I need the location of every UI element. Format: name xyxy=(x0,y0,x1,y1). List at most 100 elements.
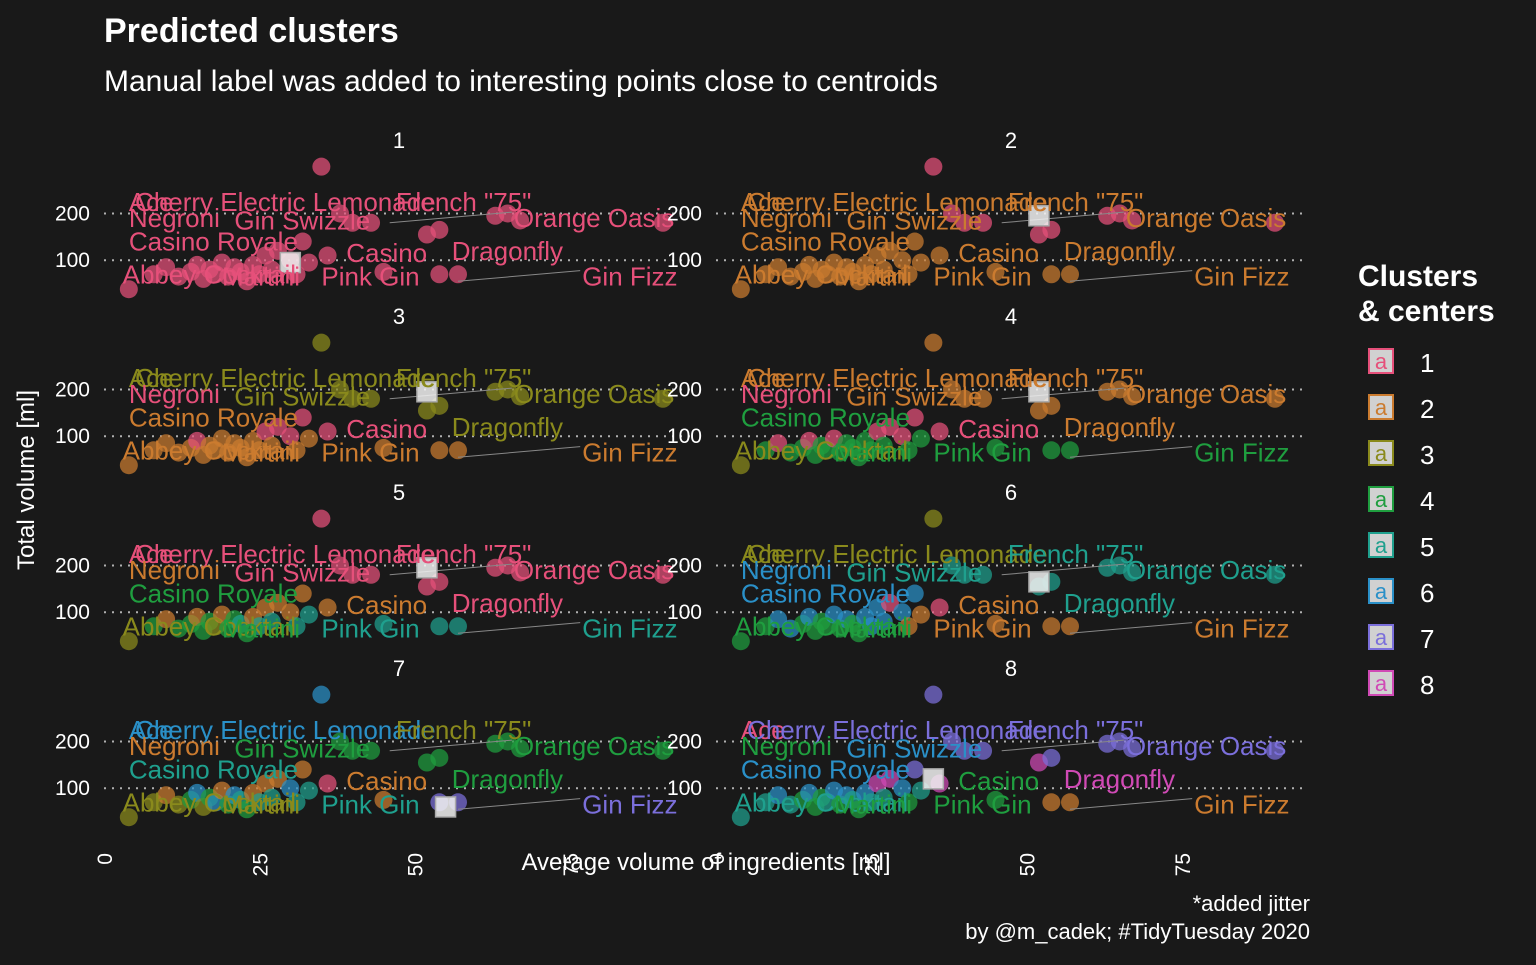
label-connector xyxy=(1001,387,1124,400)
data-point xyxy=(268,593,287,612)
data-point xyxy=(899,793,918,812)
point-label: Orange Oasis xyxy=(1126,731,1286,761)
facet-strip-label: 2 xyxy=(1005,128,1017,153)
data-point xyxy=(893,603,912,622)
y-tick-label: 200 xyxy=(667,378,702,401)
data-point xyxy=(955,213,974,232)
data-point xyxy=(343,741,362,760)
point-label: Gin Swizzle xyxy=(234,557,370,587)
data-point xyxy=(331,556,349,575)
legend-key-glyph: a xyxy=(1375,579,1388,604)
point-label: Casino Royale xyxy=(741,755,910,785)
point-label: Martini xyxy=(222,438,300,468)
legend-label: 6 xyxy=(1420,578,1434,608)
label-connector xyxy=(1069,798,1193,810)
data-point xyxy=(924,509,943,528)
data-point xyxy=(893,427,912,446)
data-point xyxy=(874,788,893,807)
x-tick-label: 75 xyxy=(560,853,583,876)
data-point xyxy=(157,434,176,453)
data-point xyxy=(769,610,788,629)
data-point xyxy=(318,774,337,793)
data-point xyxy=(893,779,912,798)
data-point xyxy=(1042,748,1061,767)
data-point xyxy=(299,429,318,448)
legend-key xyxy=(1368,532,1394,558)
point-label: Orange Oasis xyxy=(1126,379,1286,409)
point-label: French "75" xyxy=(1008,715,1144,745)
data-point xyxy=(924,333,943,352)
legend-key xyxy=(1368,348,1394,374)
data-point xyxy=(287,793,306,812)
point-label: Dragonfly xyxy=(1064,236,1175,266)
point-label: Casino xyxy=(958,590,1039,620)
point-label: Negroni xyxy=(129,555,220,585)
data-point xyxy=(312,685,331,704)
point-label: Orange Oasis xyxy=(514,555,674,585)
point-label: Abbey Cocktail xyxy=(735,259,908,289)
label-connector xyxy=(389,211,512,224)
cluster-centroid xyxy=(434,796,457,818)
point-label: Gin Swizzle xyxy=(846,733,982,763)
point-label: Ace xyxy=(741,715,786,745)
legend-label: 4 xyxy=(1420,486,1434,516)
data-point xyxy=(930,598,949,617)
data-point xyxy=(157,786,176,805)
data-point xyxy=(974,565,993,584)
cluster-centroid xyxy=(922,768,945,790)
data-point xyxy=(318,246,337,265)
point-label: Martini xyxy=(834,262,912,292)
point-label: Gin Fizz xyxy=(1194,438,1289,468)
point-label: Negroni xyxy=(741,379,832,409)
data-point xyxy=(343,213,362,232)
data-point xyxy=(430,748,449,767)
data-point xyxy=(268,769,287,788)
y-tick-label: 100 xyxy=(55,601,90,624)
point-label: Abbey Cocktail xyxy=(123,787,296,817)
point-label: Martini xyxy=(222,614,300,644)
point-label: Gin Swizzle xyxy=(234,205,370,235)
data-point xyxy=(293,584,312,603)
data-point xyxy=(511,211,530,230)
data-point xyxy=(986,790,1005,809)
data-point xyxy=(943,204,961,223)
y-tick-label: 100 xyxy=(667,425,702,448)
data-point xyxy=(653,213,672,232)
label-connector xyxy=(389,739,512,752)
x-tick-label: 50 xyxy=(405,853,428,876)
point-label: Martini xyxy=(222,790,300,820)
data-point xyxy=(874,612,893,631)
data-point xyxy=(262,612,281,631)
label-connector xyxy=(389,563,512,576)
point-label: Ace xyxy=(129,187,174,217)
data-point xyxy=(731,456,750,475)
data-point xyxy=(449,441,467,460)
point-label: French "75" xyxy=(1008,187,1144,217)
data-point xyxy=(262,436,281,455)
data-point xyxy=(281,779,300,798)
label-connector xyxy=(457,270,581,282)
point-label: Orange Oasis xyxy=(514,379,674,409)
data-point xyxy=(318,422,337,441)
data-point xyxy=(430,265,449,284)
legend-key-glyph: a xyxy=(1375,395,1388,420)
x-tick-label: 75 xyxy=(1172,853,1195,876)
data-point xyxy=(986,614,1005,633)
point-label: Dragonfly xyxy=(452,412,563,442)
legend-label: 1 xyxy=(1420,348,1434,378)
point-label: Gin Fizz xyxy=(1194,262,1289,292)
data-point xyxy=(511,563,530,582)
data-point xyxy=(974,389,993,408)
facet-strip-label: 8 xyxy=(1005,656,1017,681)
data-point xyxy=(905,760,924,779)
chart-subtitle: Manual label was added to interesting po… xyxy=(104,65,938,98)
y-tick-label: 100 xyxy=(667,249,702,272)
point-label: Gin Fizz xyxy=(582,438,677,468)
data-point xyxy=(955,741,974,760)
